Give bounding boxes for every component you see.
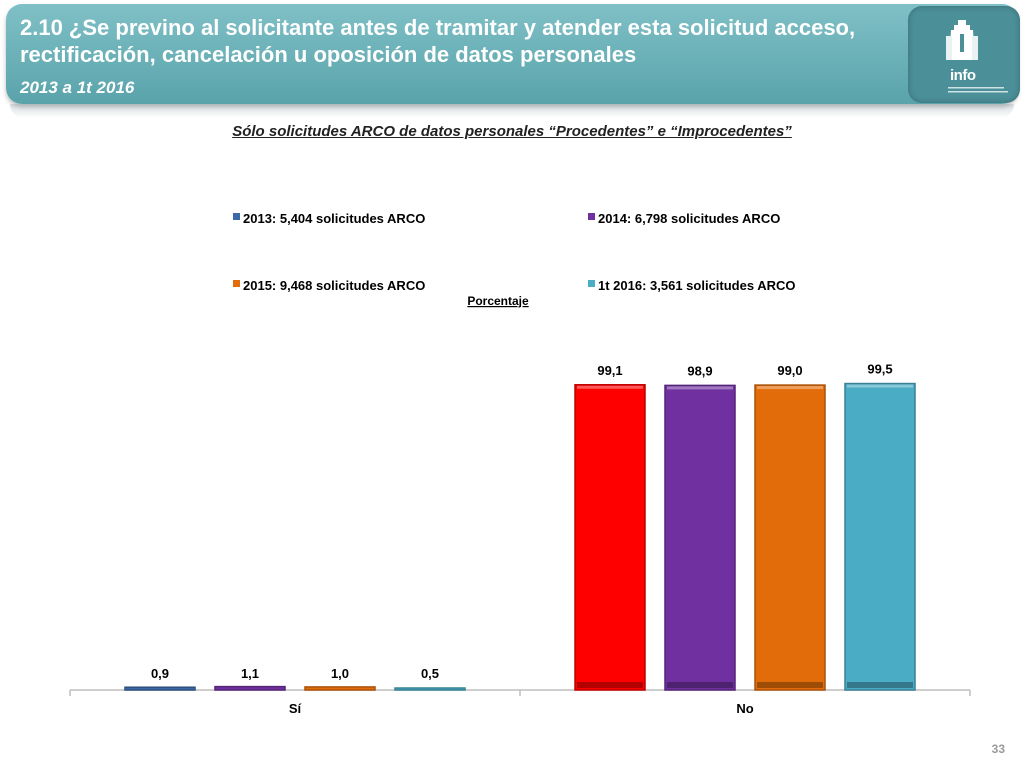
bar-highlight: [667, 386, 733, 390]
data-label: 1,0: [331, 666, 349, 681]
header-shadow: [10, 104, 1014, 118]
data-label: 1,1: [241, 666, 259, 681]
legend-label: 2014: 6,798 solicitudes ARCO: [598, 211, 780, 226]
data-label: 0,9: [151, 666, 169, 681]
page-number: 33: [991, 742, 1005, 756]
bar-base-shade: [757, 682, 823, 688]
bar: [664, 384, 736, 691]
legend-swatch: [588, 213, 595, 220]
y-axis-label: Porcentaje: [467, 294, 529, 308]
legend-label: 2013: 5,404 solicitudes ARCO: [243, 211, 425, 226]
monument-icon: [946, 20, 978, 60]
legend-label: 1t 2016: 3,561 solicitudes ARCO: [598, 278, 796, 293]
bar-base-shade: [847, 682, 913, 688]
bar-base-shade: [667, 682, 733, 688]
bar-highlight: [757, 386, 823, 390]
bar: [304, 686, 376, 691]
header-banner: 2.10 ¿Se previno al solicitante antes de…: [6, 4, 1020, 104]
page-subtitle: 2013 a 1t 2016: [20, 78, 135, 97]
category-label: No: [736, 701, 753, 716]
bar: [574, 384, 646, 691]
bar: [844, 382, 916, 691]
legend-swatch: [233, 280, 240, 287]
info-logo: info: [908, 6, 1020, 103]
legend-label: 2015: 9,468 solicitudes ARCO: [243, 278, 425, 293]
data-label: 99,1: [597, 363, 622, 378]
bar: [394, 687, 466, 691]
bar-highlight: [577, 385, 643, 389]
data-label: 0,5: [421, 666, 439, 681]
page-title: 2.10 ¿Se previno al solicitante antes de…: [20, 15, 856, 67]
chart-title: Sólo solicitudes ARCO de datos personale…: [232, 123, 792, 140]
legend-swatch: [233, 213, 240, 220]
bar-highlight: [847, 384, 913, 388]
bar-base-shade: [577, 682, 643, 688]
data-label: 98,9: [687, 363, 712, 378]
data-label: 99,5: [867, 362, 892, 377]
logo-text: info: [950, 67, 976, 84]
logo-tagline-lines: [948, 87, 1008, 93]
bar: [754, 384, 826, 691]
category-label: Sí: [289, 701, 302, 716]
legend-swatch: [588, 280, 595, 287]
bar: [124, 686, 196, 691]
bar: [214, 685, 286, 691]
data-label: 99,0: [777, 363, 802, 378]
